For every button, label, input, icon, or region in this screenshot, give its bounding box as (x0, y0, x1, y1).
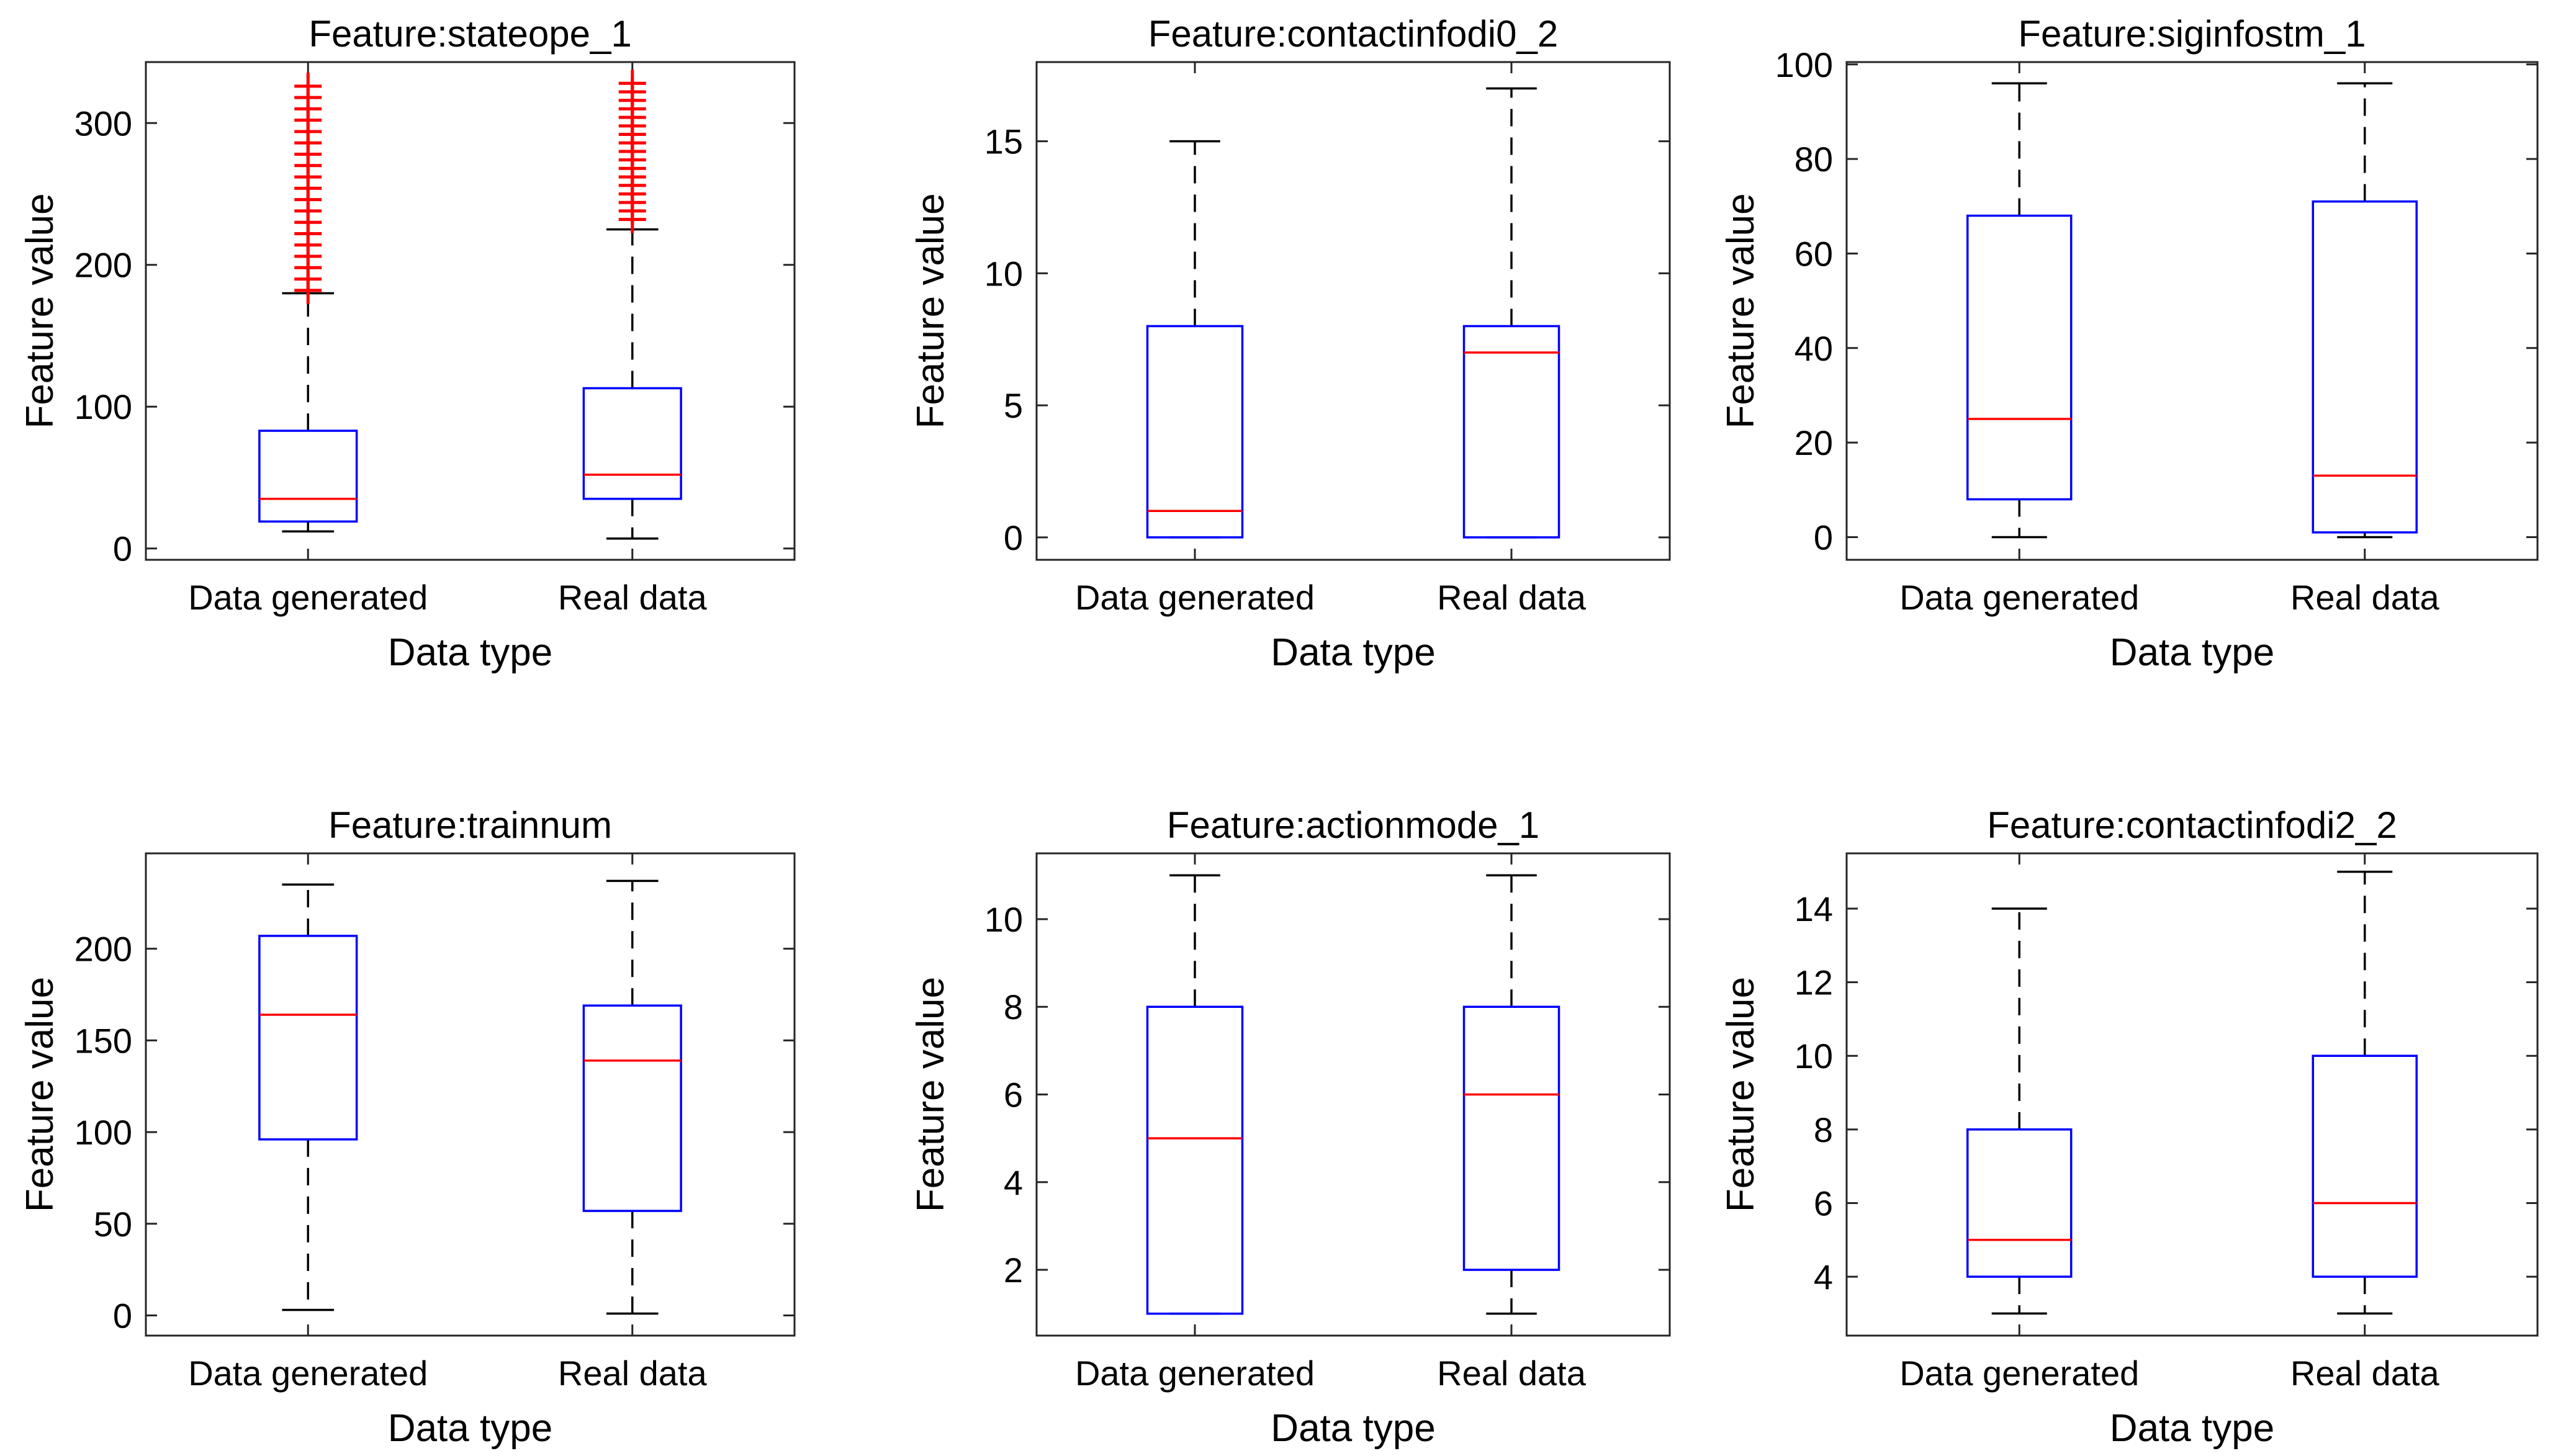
y-tick-label: 14 (1794, 889, 1833, 928)
y-axis-label: Feature value (1719, 193, 1762, 428)
y-axis-label: Feature value (19, 977, 61, 1212)
box-2 (2312, 870, 2418, 1315)
axes-frame (1845, 61, 2539, 561)
chart-panel-5: 2 4 6 8 10 Data generated Real data Feature:act… (909, 804, 1671, 1450)
x-axis-label: Data type (1271, 1407, 1435, 1450)
y-tick-label: 8 (1004, 987, 1023, 1027)
y-tick-label: 80 (1794, 140, 1833, 179)
box-1 (258, 883, 358, 1311)
x-tick-label: Data generated (1075, 578, 1315, 617)
axes-frame (145, 61, 796, 561)
y-axis-label: Feature value (909, 193, 952, 428)
y-tick-label: 200 (74, 930, 132, 969)
y-tick-label: 6 (1004, 1076, 1023, 1115)
box-1 (1146, 140, 1244, 539)
iqr-box (1966, 214, 2073, 501)
iqr-box (1146, 1005, 1244, 1315)
y-tick-label: 100 (74, 1113, 132, 1152)
chart-panel-2: 0 5 10 15 Data generated Real data Feature:con… (909, 13, 1671, 674)
iqr-box (1462, 1005, 1560, 1271)
y-tick-label: 10 (984, 254, 1023, 293)
y-tick-label: 100 (74, 387, 132, 426)
iqr-box (1146, 325, 1244, 539)
y-axis-label: Feature value (909, 977, 952, 1212)
x-tick-label: Data generated (1899, 1354, 2139, 1393)
iqr-box (1462, 325, 1560, 539)
x-axis-label: Data type (2110, 1407, 2274, 1450)
box-2 (582, 879, 682, 1315)
y-tick-label: 6 (1814, 1184, 1833, 1223)
y-tick-label: 0 (113, 529, 132, 568)
chart-panel-1: 0 100 200 300 Data generated Real data Feature… (19, 13, 796, 674)
box-1 (1146, 874, 1244, 1315)
y-tick-label: 20 (1794, 423, 1833, 462)
x-tick-label: Data generated (1899, 578, 2139, 617)
chart-title: Feature:contactinfodi2_2 (1987, 804, 2397, 846)
iqr-box (582, 1004, 682, 1212)
chart-panel-6: 4 6 8 10 12 14 Data generated Real data Feature:… (1719, 804, 2539, 1450)
iqr-box (258, 935, 358, 1141)
iqr-box (258, 429, 358, 523)
x-tick-label: Real data (558, 1354, 708, 1393)
chart-title: Feature:stateope_1 (308, 13, 631, 55)
y-tick-label: 2 (1004, 1251, 1023, 1290)
x-tick-label: Data generated (188, 578, 428, 617)
x-axis-label: Data type (388, 1407, 552, 1450)
chart-title: Feature:contactinfodi0_2 (1148, 13, 1558, 55)
y-tick-label: 10 (1794, 1036, 1833, 1076)
y-tick-label: 0 (1004, 518, 1023, 557)
y-tick-label: 5 (1004, 386, 1023, 425)
x-tick-label: Real data (2290, 1354, 2440, 1393)
y-tick-label: 50 (94, 1205, 132, 1244)
y-tick-label: 300 (74, 104, 132, 143)
y-tick-label: 4 (1814, 1257, 1833, 1296)
y-tick-label: 60 (1794, 234, 1833, 273)
y-tick-label: 10 (984, 900, 1023, 939)
y-tick-label: 15 (984, 122, 1023, 161)
x-tick-label: Data generated (188, 1354, 428, 1393)
chart-title: Feature:actionmode_1 (1167, 804, 1539, 846)
axes-frame (1035, 61, 1671, 561)
iqr-box (2312, 1054, 2418, 1278)
box-2 (1462, 874, 1560, 1315)
axes-frame (1035, 852, 1671, 1337)
y-tick-label: 8 (1814, 1110, 1833, 1149)
box-2 (582, 70, 682, 540)
iqr-box (1966, 1128, 2073, 1278)
axes-frame (1845, 852, 2539, 1337)
y-tick-label: 200 (74, 246, 132, 285)
y-tick-label: 4 (1004, 1163, 1023, 1202)
y-tick-label: 40 (1794, 329, 1833, 368)
x-tick-label: Real data (1437, 1354, 1587, 1393)
x-tick-label: Real data (1437, 578, 1587, 617)
chart-title: Feature:siginfostm_1 (2018, 13, 2366, 55)
x-tick-label: Real data (558, 578, 708, 617)
y-tick-label: 12 (1794, 963, 1833, 1002)
chart-panel-3: 0 20 40 60 80 100 Data generated Real data Featu… (1719, 13, 2539, 674)
outlier-marker (294, 72, 322, 100)
y-tick-label: 0 (1814, 518, 1833, 557)
x-axis-label: Data type (2110, 631, 2274, 674)
y-tick-label: 100 (1775, 45, 1833, 84)
y-tick-label: 0 (113, 1296, 132, 1336)
y-axis-label: Feature value (19, 193, 61, 428)
box-2 (2312, 82, 2418, 539)
y-tick-label: 150 (74, 1021, 132, 1060)
box-2 (1462, 87, 1560, 539)
iqr-box (2312, 200, 2418, 534)
x-axis-label: Data type (1271, 631, 1435, 674)
box-1 (1966, 907, 2073, 1315)
box-1 (1966, 82, 2073, 539)
x-axis-label: Data type (388, 631, 552, 674)
chart-title: Feature:trainnum (328, 804, 612, 846)
box-1 (258, 72, 358, 533)
axes-frame (145, 852, 796, 1337)
y-axis-label: Feature value (1719, 977, 1762, 1212)
x-tick-label: Real data (2290, 578, 2440, 617)
iqr-box (582, 387, 682, 500)
chart-panel-4: 0 50 100 150 200 Data generated Real data Featu… (19, 804, 796, 1450)
outlier-marker (618, 70, 646, 97)
x-tick-label: Data generated (1075, 1354, 1315, 1393)
